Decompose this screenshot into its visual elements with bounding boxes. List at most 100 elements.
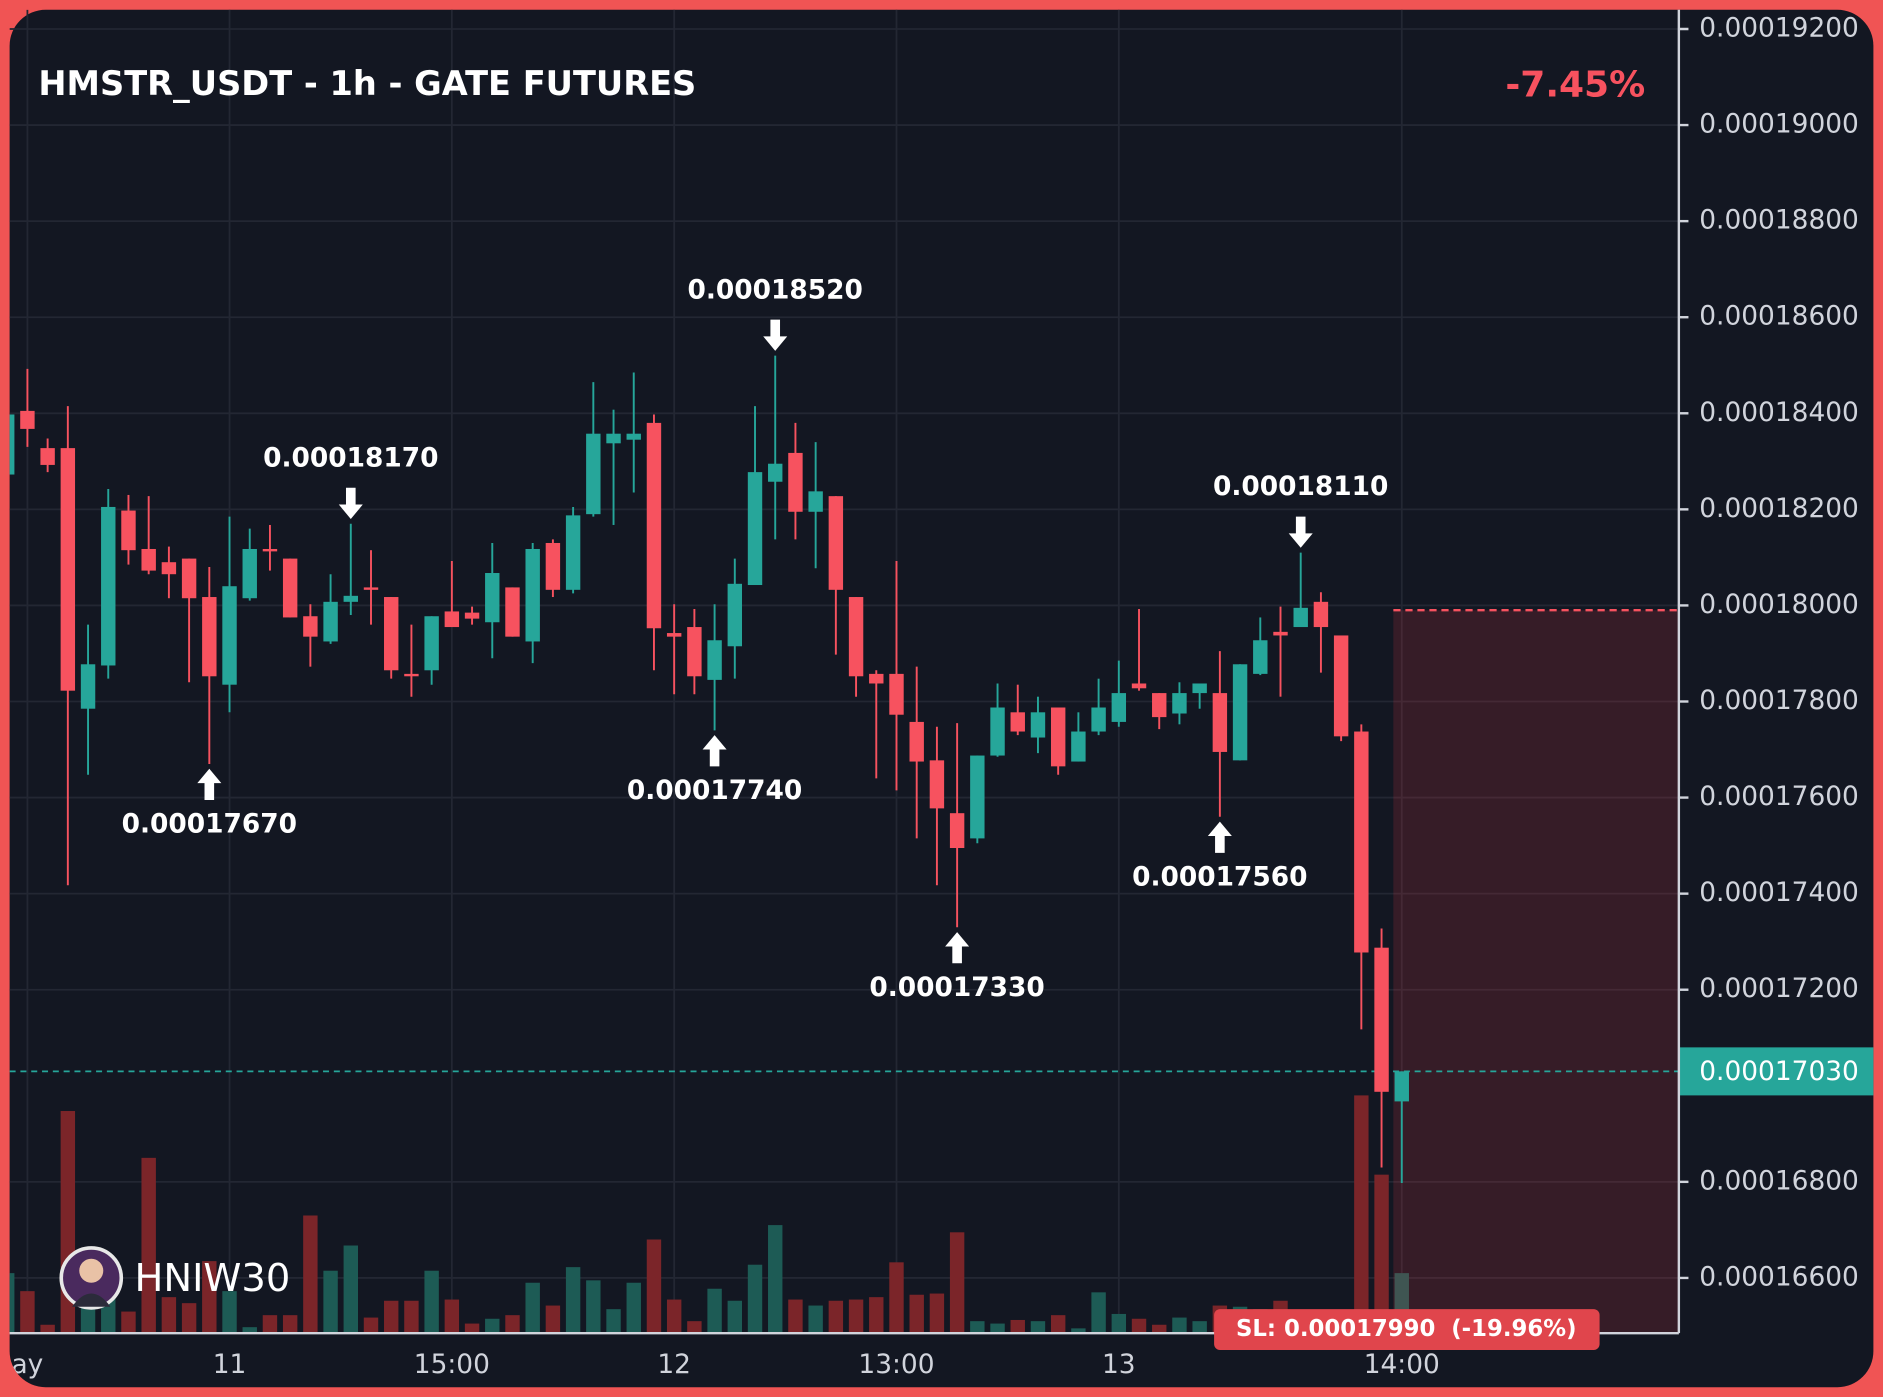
candle-body [646,422,662,629]
candle-body [848,597,864,677]
y-tick-label: 0.00019200 [1699,13,1859,44]
annotation-arrow [702,735,727,767]
price-change: -7.45% [1505,65,1645,106]
candle-body [80,664,96,709]
chart-background [9,9,1874,1388]
volume-bar [202,1261,217,1334]
candle-body [909,721,924,762]
candle-body [343,595,358,602]
volume-bar [9,1273,15,1334]
x-tick-label: 14:00 [1364,1349,1440,1380]
candle-body [687,627,702,677]
candle-body [666,633,682,637]
y-tick-label: 0.00018000 [1699,589,1859,620]
candle-body [1333,635,1349,737]
candle-body [1152,693,1167,718]
volume-bar [1374,1174,1389,1334]
annotation-arrow [1288,516,1313,548]
candle-body [788,452,803,512]
volume-bar [909,1294,924,1334]
volume-bar [1030,1321,1046,1334]
candle-body [121,510,136,551]
avatar-body [72,1293,111,1307]
volume-bar [788,1299,803,1334]
candle-body [242,548,257,599]
y-tick-label: 0.00017600 [1699,781,1859,812]
y-tick-label: 0.00018600 [1699,301,1859,332]
volume-bar [970,1321,985,1334]
candle-body [222,586,237,685]
volume-bar [505,1315,520,1334]
candle-body [485,573,500,623]
stop-loss-zone [1393,610,1679,1334]
candle-body [161,562,177,575]
candle-body [141,548,156,571]
candle-body [505,587,520,637]
candle-body [1091,707,1106,732]
annotation-arrow [338,487,363,519]
volume-bar [707,1288,722,1334]
volume-bar [485,1318,500,1334]
candle-body [768,463,783,482]
candle-body [1374,947,1389,1092]
candle-body [828,496,844,590]
candle-body [60,448,76,691]
candle-body [626,433,641,440]
volume-bar [262,1315,278,1334]
candle-body [949,813,965,849]
volume-bar [444,1299,460,1334]
stop-loss-badge [1214,1309,1600,1350]
candle-body [20,410,35,429]
candle-body [929,760,945,809]
candle-body [323,601,338,642]
last-price-box [1678,1047,1874,1096]
y-tick-label: 0.00016600 [1699,1261,1859,1292]
candle-body [747,472,763,586]
candle-body [282,558,298,618]
volume-bar [181,1303,197,1334]
volume-bar [990,1323,1005,1334]
annotation-label: 0.00017670 [122,809,297,840]
annotation-arrow [197,768,222,800]
candle-body [1172,693,1187,714]
volume-bar [424,1270,439,1334]
y-tick-label: 0.00019000 [1699,109,1859,140]
volume-bar [121,1311,136,1334]
candle-body [808,491,823,512]
annotation-arrow [945,932,970,964]
chart-title: HMSTR_USDT - 1h - GATE FUTURES [38,64,696,103]
volume-bar [1111,1313,1127,1334]
volume-bar [949,1232,965,1334]
volume-bar [626,1282,641,1334]
volume-bar [565,1267,581,1334]
stop-loss-label: SL: 0.00017990 (-19.96%) [1236,1316,1577,1342]
volume-bar [828,1300,844,1334]
volume-bar [747,1264,763,1334]
candle-body [525,548,540,642]
volume-bar [525,1282,540,1334]
volume-bar [222,1291,237,1334]
annotation-label: 0.00017560 [1132,862,1307,893]
volume-bar [1010,1319,1025,1334]
candle-body [1354,731,1369,953]
annotation-label: 0.00017330 [869,972,1044,1003]
annotation-label: 0.00017740 [627,775,802,806]
volume-bar [384,1300,399,1334]
volume-bar [1131,1318,1147,1334]
candle-body [727,583,743,647]
candle-body [707,640,722,680]
volume-bar [727,1300,743,1334]
candle-body [565,515,581,590]
candle-body [1131,683,1147,689]
annotation-arrow [763,319,788,351]
volume-bar [343,1245,358,1334]
volume-bar [161,1297,177,1334]
candle-body [464,612,480,619]
volume-bar [869,1297,884,1334]
volume-bar [889,1262,904,1334]
volume-bar [20,1291,35,1334]
volume-bar [646,1239,662,1334]
candle-body [363,587,379,590]
